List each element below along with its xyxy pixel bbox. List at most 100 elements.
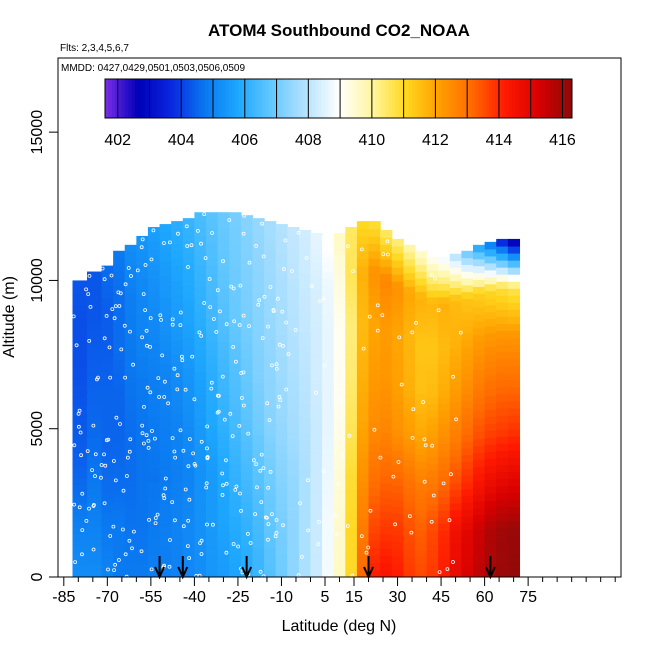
heatmap-cell — [72, 323, 88, 331]
heatmap-cell — [147, 285, 161, 294]
heatmap-cell — [72, 416, 88, 424]
heatmap-cell — [356, 525, 370, 534]
heatmap-cell — [182, 562, 195, 571]
heatmap-cell — [124, 480, 137, 488]
heatmap-cell — [240, 456, 254, 465]
colorbar-segment — [415, 79, 420, 118]
heatmap-cell — [438, 263, 451, 271]
heatmap-cell — [113, 379, 126, 388]
heatmap-cell — [182, 240, 195, 249]
heatmap-cell — [333, 505, 346, 514]
sample-point — [112, 316, 117, 321]
heatmap-cell — [461, 536, 474, 544]
heatmap-cell — [147, 511, 161, 520]
heatmap-cell — [438, 483, 451, 491]
sample-point — [162, 395, 167, 399]
sample-point — [325, 267, 330, 272]
heatmap-cell — [414, 393, 428, 401]
heatmap-cell — [461, 257, 474, 265]
heatmap-cell — [368, 250, 381, 259]
heatmap-cell — [322, 314, 335, 322]
heatmap-cell — [472, 397, 486, 405]
heatmap-cell — [391, 309, 404, 317]
heatmap-cell — [229, 554, 242, 563]
heatmap-cell — [252, 494, 265, 503]
heatmap-cell — [287, 394, 300, 403]
heatmap-cell — [310, 268, 323, 277]
heatmap-cell — [159, 532, 172, 541]
heatmap-cell — [484, 486, 497, 494]
sample-point — [112, 459, 116, 463]
heatmap-cell — [391, 569, 404, 577]
heatmap-cell — [507, 548, 521, 557]
colorbar-segment — [148, 79, 153, 118]
sample-point — [347, 433, 352, 438]
heatmap-cell — [136, 420, 149, 429]
heatmap-cell — [472, 466, 486, 474]
heatmap-cell — [275, 444, 288, 453]
heatmap-cell — [72, 317, 88, 325]
heatmap-cell — [217, 508, 230, 517]
heatmap-cell — [356, 428, 370, 437]
heatmap-cell — [333, 390, 346, 399]
colorbar-segment — [348, 79, 353, 118]
heatmap-cell — [356, 406, 370, 415]
colorbar-segment — [238, 79, 243, 118]
heatmap-cell — [72, 459, 88, 467]
colorbar-segment — [565, 79, 570, 118]
heatmap-cell — [368, 488, 381, 497]
heatmap-cell — [264, 436, 277, 445]
heatmap-cell — [113, 393, 126, 401]
heatmap-cell — [287, 387, 300, 396]
colorbar-segment — [371, 79, 376, 118]
heatmap-cell — [101, 427, 114, 435]
sample-point — [163, 486, 168, 491]
heatmap-cell — [136, 250, 149, 258]
sample-point — [458, 330, 463, 335]
heatmap-cell — [229, 280, 242, 289]
sample-point — [321, 296, 326, 301]
heatmap-cell — [449, 496, 462, 504]
sample-point — [391, 474, 396, 479]
sample-point — [195, 228, 200, 233]
heatmap-cell — [147, 263, 161, 272]
heatmap-cell — [287, 314, 300, 323]
heatmap-cell — [147, 474, 161, 483]
heatmap-cell — [298, 548, 312, 556]
heatmap-cell — [182, 233, 195, 242]
colorbar-segment — [241, 79, 246, 118]
sample-point — [281, 523, 285, 528]
sample-point — [410, 330, 415, 335]
heatmap-cell — [461, 325, 474, 333]
heatmap-cell — [414, 325, 428, 333]
heatmap-cell — [264, 258, 277, 267]
heatmap-cell — [240, 237, 254, 246]
colorbar-tick-label: 410 — [359, 132, 386, 149]
heatmap-cell — [298, 280, 312, 289]
sample-point — [175, 387, 180, 392]
heatmap-cell — [194, 508, 207, 517]
heatmap-cell — [507, 407, 521, 416]
heatmap-cell — [136, 264, 149, 273]
heatmap-cell — [217, 470, 230, 479]
heatmap-cell — [287, 343, 300, 352]
heatmap-cell — [275, 238, 288, 247]
heatmap-cell — [182, 539, 195, 548]
heatmap-cell — [87, 513, 103, 521]
heatmap-cell — [171, 465, 184, 474]
heatmap-cell — [333, 397, 346, 406]
colorbar-segment — [481, 79, 486, 118]
heatmap-cell — [252, 457, 265, 466]
heatmap-cell — [472, 424, 486, 433]
heatmap-cell — [333, 283, 346, 291]
heatmap-cell — [391, 281, 404, 289]
heatmap-cell — [72, 441, 88, 448]
heatmap-cell — [217, 227, 230, 236]
heatmap-cell — [287, 489, 300, 498]
heatmap-cell — [414, 420, 428, 429]
heatmap-cell — [101, 414, 114, 422]
heatmap-cell — [159, 422, 172, 431]
heatmap-cell — [298, 497, 312, 506]
sample-point — [281, 343, 285, 348]
heatmap-cell — [159, 224, 172, 233]
